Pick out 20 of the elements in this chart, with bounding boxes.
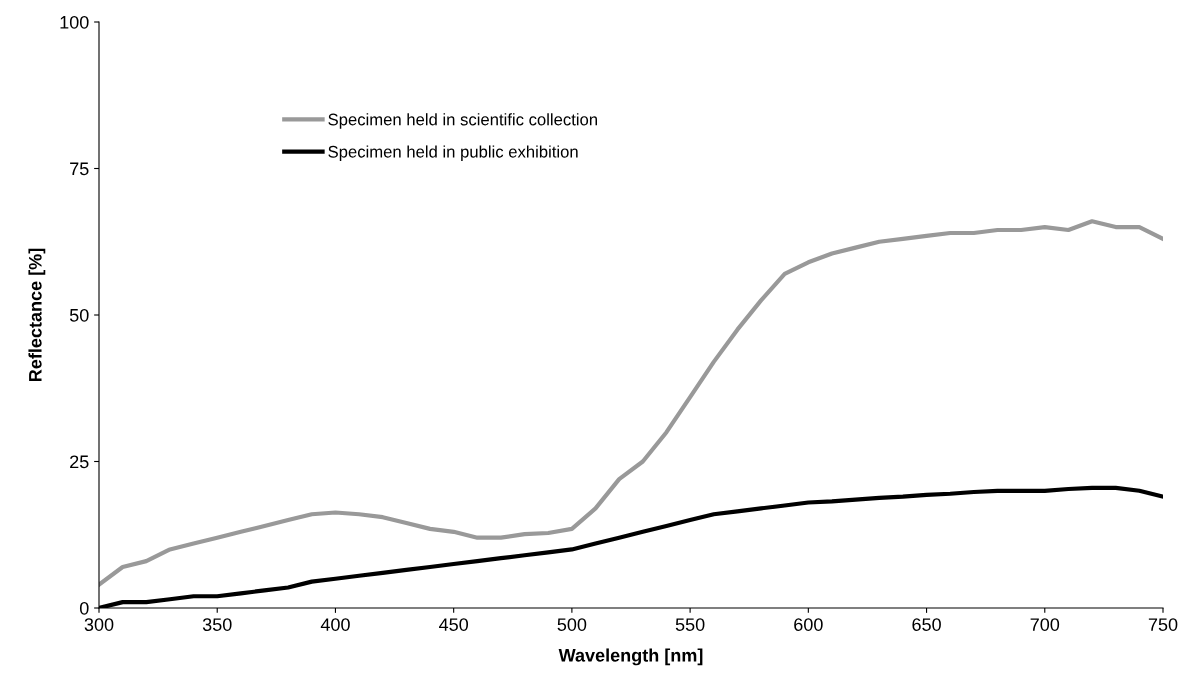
y-tick-label: 100: [60, 15, 89, 29]
y-tick-label: 25: [70, 455, 89, 469]
x-tick-label: 450: [439, 618, 469, 631]
x-tick-label: 550: [675, 618, 705, 631]
x-tick-label: 750: [1148, 618, 1178, 631]
x-axis-title: Wavelength [nm]: [558, 648, 703, 666]
legend-label: Specimen held in public exhibition: [328, 145, 578, 161]
y-axis-title: Reflectance [%]: [28, 248, 46, 382]
line-series: [99, 219, 1163, 587]
x-tick-label: 350: [202, 618, 232, 631]
x-tick-label: 500: [557, 618, 587, 631]
y-tick-label: 75: [70, 162, 89, 176]
x-tick-label: 600: [794, 618, 823, 631]
y-tick-label: 0: [79, 601, 89, 615]
x-tick-label: 300: [84, 618, 114, 631]
x-tick-label: 400: [320, 618, 350, 631]
legend-label: Specimen held in scientific collection: [328, 113, 597, 129]
x-tick-label: 650: [912, 618, 941, 631]
x-tick-label: 700: [1030, 618, 1060, 631]
y-tick-label: 50: [69, 308, 89, 322]
